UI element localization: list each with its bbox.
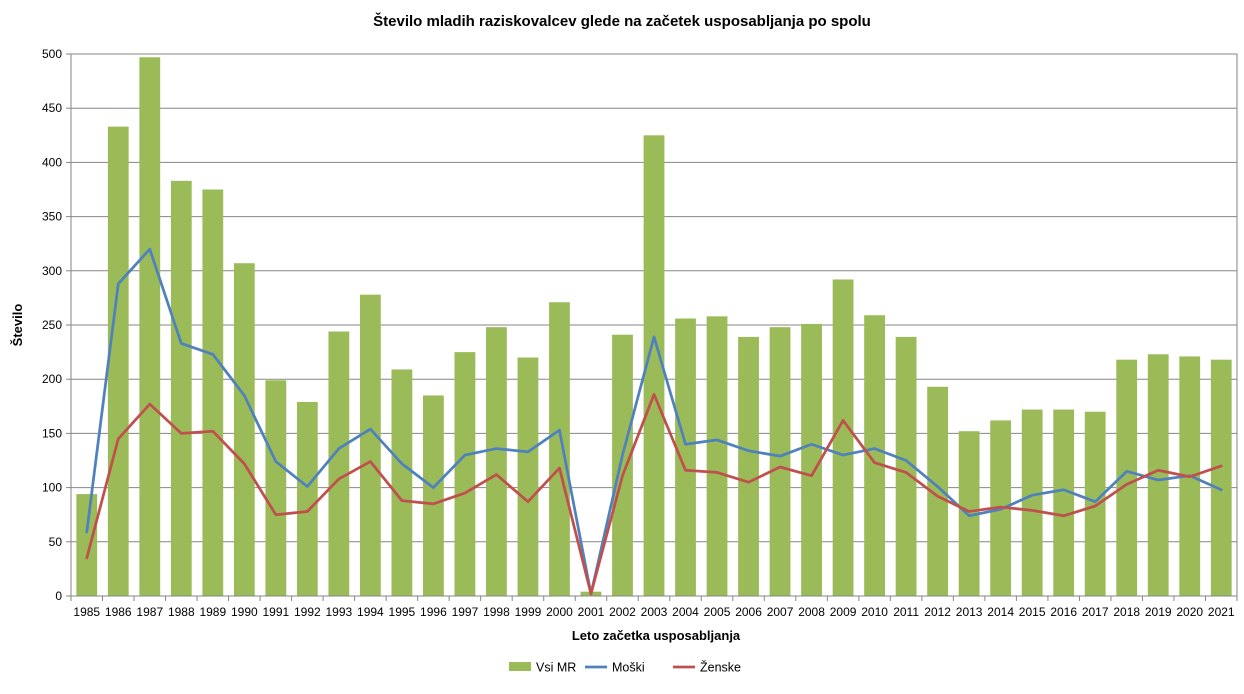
x-tick-label: 1986	[105, 605, 132, 619]
x-tick-label: 2005	[704, 605, 731, 619]
bar	[391, 369, 413, 596]
x-axis-title: Leto začetka usposabljanja	[572, 628, 741, 643]
y-tick-label: 350	[42, 210, 62, 224]
y-tick-label: 200	[42, 372, 62, 386]
x-tick-label: 1989	[199, 605, 226, 619]
legend: Vsi MR Moški Ženske	[509, 660, 741, 675]
x-tick-label: 2013	[956, 605, 983, 619]
x-tick-label: 1991	[262, 605, 289, 619]
bar	[706, 316, 728, 596]
legend-label: Vsi MR	[536, 661, 576, 675]
bar	[832, 279, 854, 596]
y-tick-label: 300	[42, 264, 62, 278]
x-tick-label: 2012	[924, 605, 951, 619]
bar	[328, 331, 350, 596]
bar	[423, 395, 444, 596]
y-tick-label: 400	[42, 155, 62, 169]
x-tick-label: 2011	[893, 605, 919, 619]
bar	[1116, 359, 1138, 596]
bar	[1147, 354, 1169, 596]
y-tick-label: 500	[42, 47, 62, 61]
bar	[801, 323, 822, 596]
x-tick-label: 2017	[1082, 605, 1109, 619]
bar	[454, 352, 476, 596]
x-tick-label: 2000	[546, 605, 573, 619]
bar	[139, 57, 161, 596]
series-line	[85, 247, 1223, 596]
x-tick-label: 2002	[609, 605, 636, 619]
x-tick-label: 1990	[231, 605, 258, 619]
bar	[76, 494, 98, 596]
bar	[675, 318, 696, 596]
y-tick-label: 250	[42, 318, 62, 332]
x-tick-label: 1985	[73, 605, 100, 619]
legend-swatch	[509, 662, 531, 671]
bar	[738, 336, 759, 596]
bar	[895, 336, 917, 596]
x-tick-label: 2015	[1019, 605, 1046, 619]
y-tick-label: 450	[42, 101, 62, 115]
y-tick-label: 100	[42, 481, 62, 495]
x-tick-label: 2010	[861, 605, 888, 619]
y-tick-label: 50	[49, 535, 63, 549]
x-tick-label: 2001	[578, 605, 605, 619]
x-tick-label: 2020	[1176, 605, 1203, 619]
bar	[1084, 411, 1106, 596]
series-line	[85, 393, 1223, 596]
bar	[927, 386, 949, 596]
chart-title: Število mladih raziskovalcev glede na za…	[373, 12, 871, 30]
bar	[107, 126, 129, 597]
x-tick-label: 1988	[168, 605, 195, 619]
bar	[1210, 359, 1232, 596]
plot-frame	[70, 53, 1238, 597]
x-tick-label: 1998	[483, 605, 510, 619]
x-tick-label: 2019	[1145, 605, 1172, 619]
bar	[265, 380, 287, 596]
x-tick-label: 1987	[136, 605, 163, 619]
x-tick-label: 1994	[357, 605, 384, 619]
x-tick-label: 1999	[515, 605, 542, 619]
bar	[1021, 409, 1043, 596]
x-tick-label: 1992	[294, 605, 321, 619]
bar	[486, 327, 507, 596]
x-tick-label: 1993	[326, 605, 353, 619]
x-tick-label: 1997	[452, 605, 479, 619]
x-tick-label: 2016	[1050, 605, 1077, 619]
x-tick-label: 2004	[672, 605, 699, 619]
y-tick-label: 0	[55, 589, 62, 603]
bar	[958, 431, 980, 596]
x-tick-label: 2006	[735, 605, 762, 619]
bar	[202, 189, 224, 596]
x-tick-label: 2014	[987, 605, 1014, 619]
bar	[517, 357, 539, 596]
bar	[296, 401, 318, 596]
bar	[170, 180, 192, 596]
bar	[1053, 409, 1075, 596]
line-series	[85, 247, 1223, 596]
bar	[864, 315, 885, 596]
x-tick-label: 2009	[830, 605, 857, 619]
bar	[359, 294, 381, 596]
x-tick-label: 2007	[767, 605, 794, 619]
bar	[612, 334, 633, 596]
x-tick-label: 2003	[641, 605, 668, 619]
x-tick-label: 2008	[798, 605, 825, 619]
y-tick-label: 150	[42, 426, 62, 440]
bar	[643, 135, 665, 597]
bar	[233, 263, 255, 596]
bar	[549, 302, 570, 596]
legend-label: Moški	[612, 661, 645, 675]
x-tick-label: 2021	[1208, 605, 1235, 619]
axes: 0 50 100 150 200 250 300 350 400 450 500 1985 1986 19…	[42, 47, 1238, 619]
bar	[769, 327, 791, 596]
legend-label: Ženske	[700, 660, 741, 675]
x-tick-label: 1996	[420, 605, 447, 619]
x-tick-label: 1995	[389, 605, 416, 619]
x-tick-label: 2018	[1113, 605, 1140, 619]
y-axis-title: Število	[10, 304, 25, 347]
bar-series	[76, 57, 1232, 597]
